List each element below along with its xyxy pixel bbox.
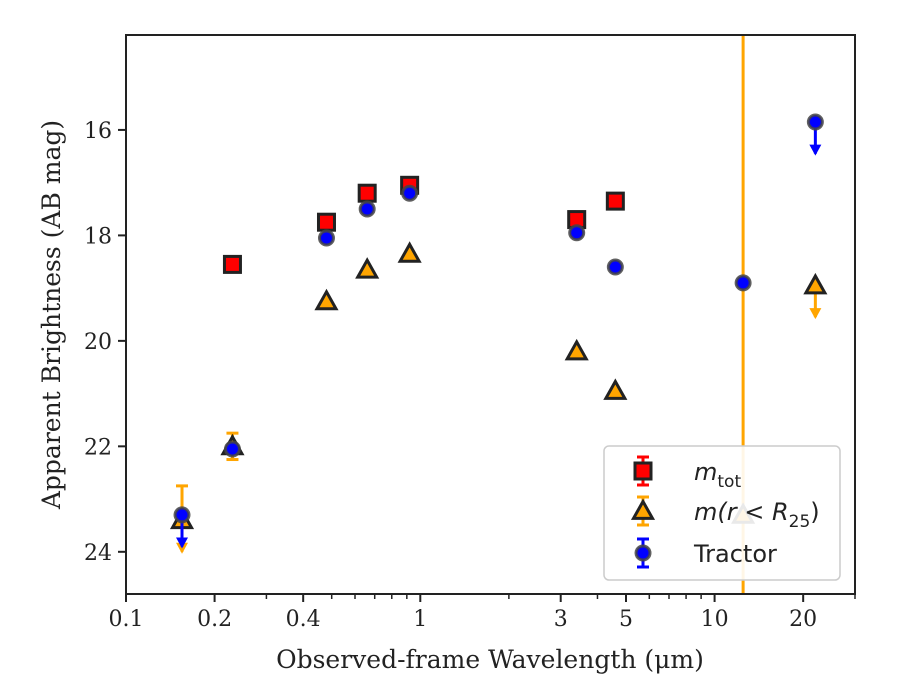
legend-marker-circle [634,544,652,562]
triangle-point-4 [355,257,380,279]
axes: 0.1 0.2 0.4 1 3 5 10 20 16 18 20 22 24 [84,119,856,632]
y-axis-label: Apparent Brightness (AB mag) [37,120,66,510]
circle-point-9-upper-limit-arrow [809,144,822,156]
y-tick-label: 20 [84,330,112,355]
x-tick-label: 0.1 [109,607,144,632]
plot-area [169,35,828,594]
circle-point-9 [806,113,824,131]
y-tick-label: 22 [84,435,112,460]
circle-point-7 [606,258,624,276]
square-point-3 [357,183,377,203]
triangle-point-9-upper-limit-arrow [809,308,822,320]
legend-label-circle: Tractor [693,540,777,568]
triangle-point-3 [314,288,339,311]
legend-label-triangle: m(r < R25) [694,498,820,532]
y-tick-label: 16 [84,119,112,144]
circle-point-1-upper-limit-arrow [176,537,189,549]
circle-point-2 [223,440,241,458]
legend-marker-square [633,461,653,481]
x-tick-label: 10 [701,607,729,632]
square-point-1 [222,254,242,274]
legend-label-square: mtot [694,458,741,492]
x-axis-label: Observed-frame Wavelength (μm) [276,645,704,674]
triangle-point-6 [564,338,589,361]
x-tick-label: 0.2 [197,607,232,632]
x-tick-label: 20 [789,607,817,632]
x-tick-label: 1 [413,607,427,632]
circle-point-4 [358,200,376,218]
triangle-point-5 [397,241,422,263]
x-tick-label: 0.4 [286,607,321,632]
triangle-point-7 [603,378,628,400]
plot-frame [125,34,856,595]
legend: mtot m(r < R25) Tractor [603,445,841,581]
y-tick-label: 18 [84,224,112,249]
legend-box [603,445,841,581]
x-tick-label: 3 [554,607,568,632]
circle-point-8 [734,274,752,292]
square-point-2 [316,212,336,232]
triangle-point-9 [803,272,828,295]
circle-point-5 [401,184,419,202]
x-tick-label: 5 [619,607,633,632]
square-point-6 [605,191,625,211]
y-tick-label: 24 [84,541,112,566]
series-square [222,175,625,274]
circle-point-1 [173,506,191,524]
series-circle [173,113,824,549]
circle-point-3 [317,229,335,247]
legend-marker-triangle [630,498,656,520]
circle-point-6 [568,224,586,242]
